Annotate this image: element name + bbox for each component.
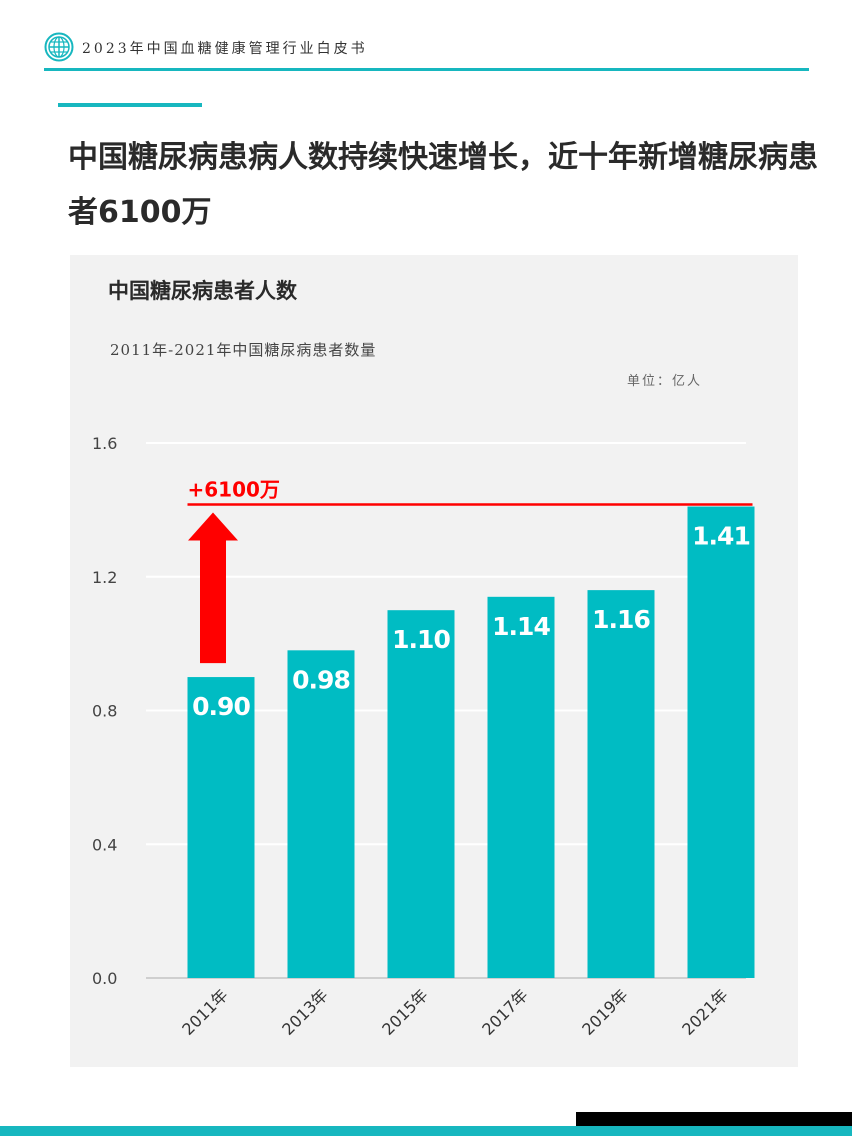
bar — [287, 650, 355, 978]
bar-chart: 0.0 0.4 0.8 1.2 1.6 0.90 2011年 0.98 2013年 1.10 201… — [92, 434, 755, 1039]
page-header: 2023年中国血糖健康管理行业白皮书 — [44, 32, 809, 72]
x-tick-label: 2013年 — [278, 985, 332, 1039]
bar — [187, 677, 255, 978]
bar-value-label: 1.14 — [492, 612, 550, 641]
bar-value-label: 0.98 — [292, 665, 350, 694]
x-tick-label: 2015年 — [378, 985, 432, 1039]
x-tick-label: 2017年 — [478, 985, 532, 1039]
bar — [487, 596, 555, 978]
bar-value-label: 0.90 — [192, 692, 250, 721]
chart-subtitle: 2011年-2021年中国糖尿病患者数量 — [110, 341, 377, 359]
page-title: 中国糖尿病患病人数持续快速增长，近十年新增糖尿病患者6100万 — [68, 140, 818, 230]
bar — [687, 506, 755, 978]
y-tick-label: 1.2 — [92, 568, 117, 587]
y-tick-label: 0.0 — [92, 969, 117, 988]
y-tick-label: 0.4 — [92, 835, 117, 854]
annotation-label: +6100万 — [188, 478, 280, 502]
header-divider — [44, 68, 809, 71]
globe-icon — [44, 32, 74, 62]
x-tick-label: 2019年 — [578, 985, 632, 1039]
bar-value-label: 1.41 — [692, 522, 750, 551]
bar-value-label: 1.10 — [392, 625, 450, 654]
x-tick-label: 2021年 — [678, 985, 732, 1039]
y-tick-label: 0.8 — [92, 702, 117, 721]
chart-heading: 中国糖尿病患者人数 — [108, 279, 297, 303]
bar — [387, 610, 455, 978]
title-accent-bar — [58, 103, 202, 107]
y-tick-label: 1.6 — [92, 434, 117, 453]
bar — [587, 590, 655, 978]
footer-black-block — [576, 1112, 852, 1126]
bar-value-label: 1.16 — [592, 605, 650, 634]
header-title: 2023年中国血糖健康管理行业白皮书 — [82, 41, 368, 57]
x-tick-label: 2011年 — [178, 985, 232, 1039]
footer-bar — [0, 1126, 852, 1136]
up-arrow-icon — [188, 512, 238, 664]
chart-panel: 中国糖尿病患者人数 2011年-2021年中国糖尿病患者数量 单位：亿人 0.0… — [70, 255, 798, 1067]
chart-unit-label: 单位：亿人 — [627, 374, 703, 389]
